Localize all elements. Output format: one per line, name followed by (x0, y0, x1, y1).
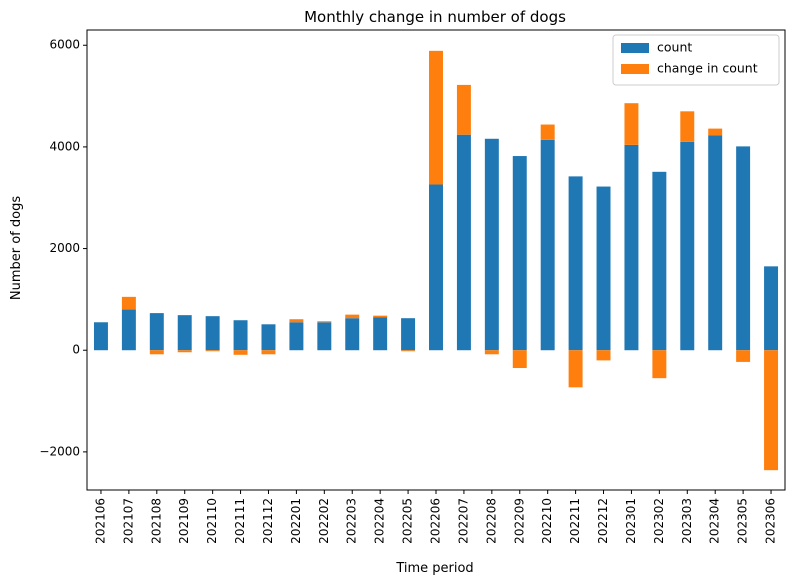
bar-change-202206 (429, 50, 443, 185)
y-axis-label: Number of dogs (9, 196, 24, 300)
x-tick-label-202207: 202207 (456, 498, 470, 544)
y-tick-label-4000: 4000 (49, 139, 80, 153)
bar-count-202109 (177, 315, 192, 351)
bar-count-202201 (289, 322, 304, 351)
bar-count-202304 (708, 135, 723, 351)
bar-count-202203 (345, 318, 360, 351)
bar-count-202209 (512, 156, 527, 351)
y-tick-label-6000: 6000 (49, 38, 80, 52)
x-tick-label-202209: 202209 (512, 498, 526, 544)
x-tick-label-202110: 202110 (205, 498, 219, 544)
bar-count-202107 (121, 309, 136, 351)
x-tick-label-202212: 202212 (596, 498, 610, 544)
legend-label-0: count (657, 40, 692, 55)
x-tick-label-202204: 202204 (373, 498, 387, 544)
bar-change-202212 (596, 350, 611, 361)
legend-label-1: change in count (657, 61, 758, 76)
bar-change-202109 (177, 350, 192, 353)
bar-change-202202 (317, 321, 332, 323)
x-tick-label-202210: 202210 (540, 498, 554, 544)
legend: count change in count (612, 34, 780, 86)
bar-count-202112 (261, 324, 276, 351)
x-tick-label-202111: 202111 (233, 498, 247, 544)
x-tick-label-202206: 202206 (429, 498, 443, 544)
bar-change-202209 (512, 350, 527, 369)
bar-count-202207 (456, 134, 471, 351)
chart-title: Monthly change in number of dogs (304, 8, 566, 26)
x-tick-label-202303: 202303 (680, 498, 694, 544)
bar-count-202111 (233, 320, 248, 351)
bar-change-202108 (149, 350, 164, 355)
x-tick-label-202304: 202304 (708, 498, 722, 544)
bar-count-202202 (317, 322, 332, 351)
x-tick-label-202109: 202109 (177, 498, 191, 544)
bar-count-202106 (93, 322, 108, 351)
bar-count-202306 (764, 266, 779, 351)
bar-change-202210 (540, 124, 555, 140)
bar-count-202302 (652, 171, 667, 351)
x-tick-label-202203: 202203 (345, 498, 359, 544)
bar-change-202304 (708, 128, 723, 136)
bar-change-202107 (121, 296, 136, 310)
bar-change-202211 (568, 350, 583, 388)
bar-count-202301 (624, 144, 639, 351)
x-tick-label-202112: 202112 (261, 498, 275, 544)
bar-count-202212 (596, 186, 611, 351)
legend-swatch-1 (621, 64, 649, 74)
y-tick-label-2000: 2000 (49, 241, 80, 255)
x-axis-label: Time period (395, 561, 473, 576)
x-tick-label-202301: 202301 (624, 498, 638, 544)
plot-frame (86, 29, 786, 491)
axes-layer: 202106 202107 202108 202109 202110 202111 2021… (39, 29, 786, 544)
bar-count-202210 (540, 139, 555, 351)
bar-change-202207 (456, 84, 471, 135)
bar-change-202110 (205, 350, 220, 352)
bar-change-202111 (233, 350, 248, 355)
y-tick-label--2000: −2000 (39, 444, 80, 458)
bar-change-202205 (401, 350, 416, 352)
bar-change-202302 (652, 350, 667, 379)
x-tick-label-202208: 202208 (484, 498, 498, 544)
bar-count-202205 (401, 318, 416, 351)
bar-count-202211 (568, 176, 583, 351)
bar-change-202112 (261, 350, 276, 355)
bar-count-202208 (484, 138, 499, 351)
x-tick-label-202305: 202305 (736, 498, 750, 544)
x-tick-label-202306: 202306 (764, 498, 778, 544)
x-tick-label-202106: 202106 (93, 498, 107, 544)
x-tick-label-202211: 202211 (568, 498, 582, 544)
legend-box (612, 34, 780, 86)
bars-layer (93, 50, 779, 471)
bar-count-202204 (373, 317, 388, 351)
bar-change-202301 (624, 103, 639, 145)
y-tick-label-0: 0 (72, 343, 80, 357)
bar-change-202204 (373, 315, 388, 318)
x-tick-label-202107: 202107 (121, 498, 135, 544)
bar-change-202208 (484, 350, 499, 355)
bar-count-202108 (149, 313, 164, 351)
bar-change-202203 (345, 314, 360, 319)
x-tick-label-202201: 202201 (289, 498, 303, 544)
bar-count-202110 (205, 316, 220, 351)
bar-change-202305 (736, 350, 751, 362)
legend-swatch-0 (621, 43, 649, 53)
bar-count-202303 (680, 141, 695, 351)
x-tick-label-202205: 202205 (401, 498, 415, 544)
x-tick-label-202202: 202202 (317, 498, 331, 544)
bar-count-202206 (429, 184, 443, 351)
x-tick-label-202302: 202302 (652, 498, 666, 544)
bar-change-202201 (289, 319, 304, 323)
bar-change-202306 (764, 350, 779, 471)
bar-change-202303 (680, 111, 695, 142)
bar-count-202305 (736, 146, 751, 351)
x-tick-label-202108: 202108 (149, 498, 163, 544)
